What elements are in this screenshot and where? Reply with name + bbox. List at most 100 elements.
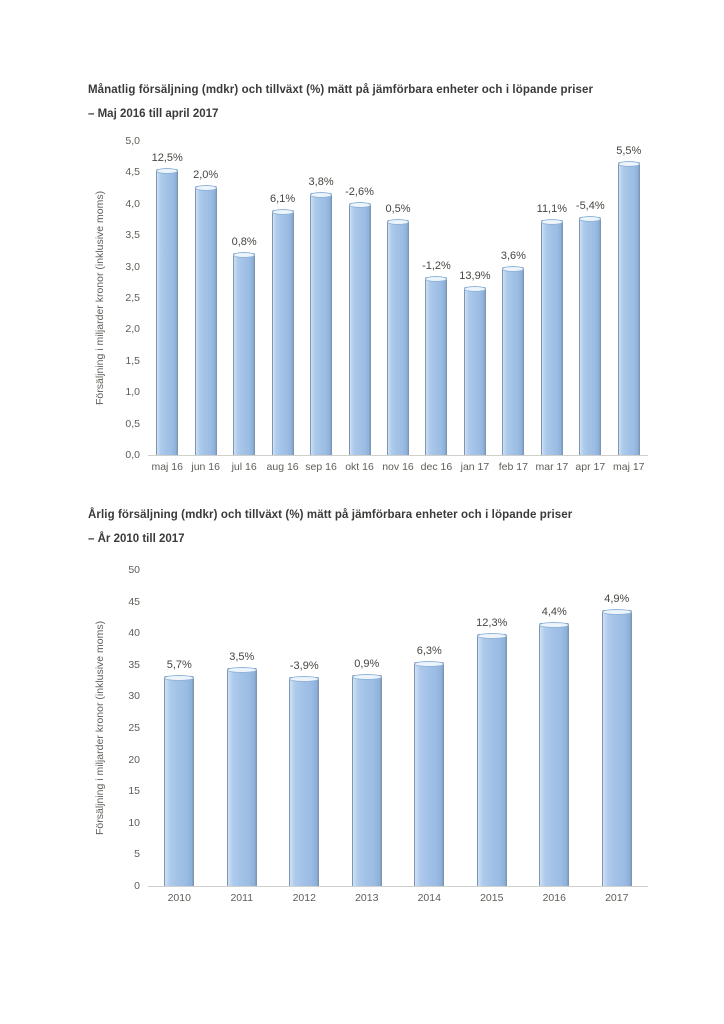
- y-tick-label: 4,0: [125, 197, 140, 210]
- bar-top-cap: [540, 219, 563, 226]
- bar-top-cap: [226, 666, 257, 673]
- bar-value-label: 0,5%: [385, 202, 411, 215]
- bar-value-label: 4,9%: [604, 592, 630, 605]
- bar: [617, 160, 640, 455]
- bar: [540, 219, 563, 455]
- bar-slot: 5,5%: [610, 141, 648, 455]
- chart-subtitle: – År 2010 till 2017: [88, 533, 185, 545]
- y-tick-label: 5: [134, 848, 140, 861]
- annual-sales-chart: Årlig försäljning (mdkr) och tillväxt (%…: [88, 509, 708, 908]
- y-tick-label: 3,5: [125, 229, 140, 242]
- bar-value-label: 0,9%: [354, 657, 380, 670]
- x-tick-label: feb 17: [498, 461, 528, 473]
- y-tick-label: 2,0: [125, 323, 140, 336]
- monthly-sales-chart: Månatlig försäljning (mdkr) och tillväxt…: [88, 84, 708, 477]
- x-tick-label: nov 16: [382, 461, 414, 473]
- bar-value-label: 4,4%: [541, 606, 567, 619]
- bar-value-label: 12,5%: [151, 152, 183, 165]
- bar-top-cap: [502, 265, 525, 272]
- bar-top-cap: [310, 191, 333, 198]
- x-tick-label: 2010: [167, 892, 191, 904]
- bar-top-cap: [386, 218, 409, 225]
- x-tick-label: jan 17: [460, 461, 490, 473]
- y-tick-label: 0: [134, 880, 140, 892]
- y-tick-label: 30: [128, 690, 140, 703]
- y-tick-label: 5,0: [125, 135, 140, 147]
- y-tick-label: 0,5: [125, 417, 140, 430]
- plot-area: 12,5% 2,0% 0,8% 6,1% 3,8% -2,6% 0,5% -1,2% 13,9%…: [148, 141, 648, 456]
- bar: [539, 622, 570, 886]
- bar: [289, 675, 320, 886]
- x-axis-labels: 2010 2011 2012 2013 2014 2015 2016 2017: [148, 892, 648, 908]
- bar: [476, 632, 507, 886]
- y-tick-label: 40: [128, 627, 140, 640]
- y-tick-label: 0,0: [125, 449, 140, 461]
- bar-top-cap: [617, 160, 640, 167]
- x-tick-label: jul 16: [231, 461, 257, 473]
- y-tick-label: 15: [128, 785, 140, 798]
- plot-wrapper: 12,5% 2,0% 0,8% 6,1% 3,8% -2,6% 0,5% -1,2% 13,9%…: [148, 141, 708, 477]
- bar-top-cap: [351, 673, 382, 680]
- bar-value-label: 3,5%: [229, 650, 255, 663]
- bar-value-label: -1,2%: [422, 259, 451, 272]
- bar-slot: -1,2%: [417, 141, 455, 455]
- bar: [226, 666, 257, 886]
- bar-top-cap: [156, 168, 179, 175]
- bar-value-label: -2,6%: [345, 186, 374, 199]
- bar-top-cap: [271, 209, 294, 216]
- bar-slot: -5,4%: [571, 141, 609, 455]
- bar-value-label: 0,8%: [231, 235, 257, 248]
- bar-top-cap: [164, 674, 195, 681]
- bar-top-cap: [476, 632, 507, 639]
- bar-value-label: 12,3%: [476, 616, 508, 629]
- y-axis-title: Försäljning i miljarder kronor (inklusiv…: [94, 620, 106, 836]
- y-axis: 0,0 0,5 1,0 1,5 2,0 2,5 3,0 3,5 4,0 4,5 5,0: [112, 135, 148, 461]
- bar: [164, 674, 195, 886]
- bar-top-cap: [194, 185, 217, 192]
- bar-slot: 13,9%: [456, 141, 494, 455]
- bar-top-cap: [289, 675, 320, 682]
- bar-slot: 0,8%: [225, 141, 263, 455]
- y-tick-label: 25: [128, 722, 140, 734]
- y-tick-label: 4,5: [125, 166, 140, 179]
- y-tick-label: 1,5: [125, 354, 140, 367]
- y-axis-title: Försäljning i miljarder kronor (inklusiv…: [94, 190, 106, 406]
- bar: [579, 216, 602, 455]
- bar-slot: 3,8%: [302, 141, 340, 455]
- x-tick-label: okt 16: [345, 461, 374, 473]
- x-tick-label: 2017: [605, 892, 629, 904]
- x-tick-label: mar 17: [535, 461, 569, 473]
- y-tick-label: 20: [128, 753, 140, 766]
- bar-slot: 3,5%: [211, 570, 274, 886]
- bar-value-label: -5,4%: [575, 200, 605, 212]
- bar: [463, 286, 486, 455]
- bar-slot: 11,1%: [533, 141, 571, 455]
- bar-slot: 6,3%: [398, 570, 461, 886]
- x-tick-label: apr 17: [575, 461, 606, 473]
- bar-slot: 12,3%: [461, 570, 524, 886]
- bar-top-cap: [579, 216, 602, 222]
- bar: [601, 608, 632, 886]
- bar-slot: -3,9%: [273, 570, 336, 886]
- x-axis-labels: maj 16 jun 16 jul 16 aug 16 sep 16 okt 16 nov …: [148, 461, 648, 477]
- bar-slot: 0,9%: [336, 570, 399, 886]
- x-tick-label: sep 16: [305, 461, 337, 473]
- bar-slot: 6,1%: [263, 141, 301, 455]
- y-tick-label: 45: [128, 595, 140, 608]
- chart-subtitle: – Maj 2016 till april 2017: [88, 108, 219, 120]
- x-tick-label: 2013: [355, 892, 379, 904]
- bar-slot: 3,6%: [494, 141, 532, 455]
- bar: [271, 209, 294, 455]
- bar-top-cap: [425, 275, 448, 282]
- bar-value-label: 5,7%: [166, 658, 192, 671]
- chart-title: Månatlig försäljning (mdkr) och tillväxt…: [88, 84, 594, 96]
- bar-top-cap: [463, 286, 486, 293]
- bar-value-label: 3,6%: [500, 249, 526, 262]
- x-tick-label: maj 16: [151, 461, 183, 473]
- bar-slot: -2,6%: [340, 141, 378, 455]
- bar: [414, 660, 445, 886]
- x-tick-label: maj 17: [613, 461, 645, 473]
- bar: [502, 265, 525, 455]
- x-tick-label: aug 16: [266, 461, 299, 473]
- bar-value-label: 5,5%: [616, 144, 642, 157]
